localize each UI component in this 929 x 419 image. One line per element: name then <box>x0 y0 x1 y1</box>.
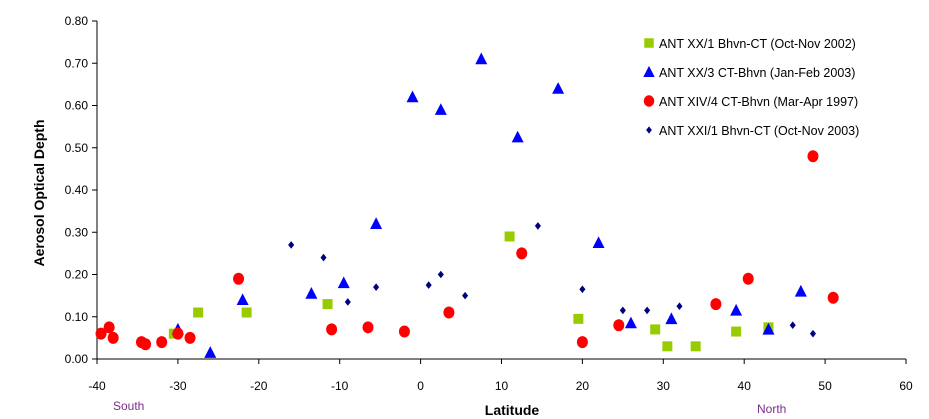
legend-label-4: ANT XXI/1 Bhvn-CT (Oct-Nov 2003) <box>659 124 859 138</box>
diamond-point <box>676 302 683 310</box>
x-tick-label: 20 <box>576 379 590 393</box>
x-tick-label: -10 <box>331 379 349 393</box>
data-points <box>95 52 839 358</box>
triangle-point <box>794 284 807 297</box>
triangle-point <box>475 52 488 65</box>
diamond-point <box>644 306 651 315</box>
diamond-point <box>344 298 351 306</box>
diamond-point <box>579 285 586 294</box>
circle-point <box>233 272 245 285</box>
y-tick-label: 0.70 <box>65 56 89 70</box>
triangle-point <box>337 276 350 289</box>
triangle-point <box>552 82 565 94</box>
diamond-point <box>373 283 380 291</box>
x-tick-label: -40 <box>88 379 106 393</box>
circle-point <box>172 327 184 340</box>
y-tick-label: 0.30 <box>65 225 89 239</box>
triangle-point <box>434 103 447 115</box>
y-axis-title: Aerosol Optical Depth <box>31 119 47 266</box>
diamond-point <box>789 321 796 329</box>
square-point <box>193 307 204 318</box>
y-tick-label: 0.10 <box>65 310 89 324</box>
series-3 <box>95 150 839 351</box>
circle-point <box>827 291 839 304</box>
y-tick-label: 0.40 <box>65 183 89 197</box>
circle-point <box>184 331 196 344</box>
diamond-point <box>534 222 541 230</box>
triangle-point <box>236 293 249 306</box>
diamond-point <box>320 253 327 262</box>
circle-point <box>516 247 528 260</box>
circle-point <box>362 321 374 334</box>
diamond-point <box>437 270 444 279</box>
square-point <box>573 313 584 324</box>
triangle-point <box>762 322 775 335</box>
x-tick-label: 60 <box>899 379 913 393</box>
x-tick-label: -20 <box>250 379 268 393</box>
x-tick-label: 30 <box>657 379 671 393</box>
triangle-point <box>592 236 605 249</box>
circle-point <box>613 319 625 332</box>
x-tick-label: 10 <box>495 379 509 393</box>
triangle-point <box>406 90 419 103</box>
triangle-point <box>305 287 318 299</box>
diamond-point <box>425 281 432 289</box>
square-point <box>650 324 661 335</box>
triangle-point <box>511 130 524 143</box>
square-point <box>662 341 673 352</box>
triangle-point <box>204 346 217 358</box>
y-axis: 0.00 0.10 0.20 0.30 0.40 0.50 0.60 0.70 0.80 <box>65 14 98 366</box>
diamond-point <box>288 241 295 249</box>
y-tick-label: 0.00 <box>65 352 89 366</box>
circle-point <box>107 331 119 344</box>
south-label: South <box>113 399 144 413</box>
square-point <box>690 341 701 352</box>
square-point <box>241 307 252 318</box>
x-tick-label: 50 <box>818 379 832 393</box>
legend: ANT XX/1 Bhvn-CT (Oct-Nov 2002) ANT XX/3 … <box>643 37 859 138</box>
diamond-point <box>809 329 817 338</box>
circle-point <box>140 338 152 351</box>
triangle-point <box>730 303 743 316</box>
x-axis-title: Latitude <box>485 402 540 418</box>
legend-label-1: ANT XX/1 Bhvn-CT (Oct-Nov 2002) <box>659 37 856 51</box>
circle-point <box>326 323 338 336</box>
circle-point <box>156 336 168 349</box>
y-tick-label: 0.80 <box>65 14 89 28</box>
circle-point <box>807 150 819 163</box>
circle-point <box>576 336 588 349</box>
y-tick-label: 0.20 <box>65 268 89 282</box>
series-4 <box>288 222 817 338</box>
diamond-point <box>619 306 626 315</box>
circle-point <box>95 327 107 340</box>
square-point <box>504 231 515 242</box>
circle-point <box>443 306 455 319</box>
x-tick-label: -30 <box>169 379 187 393</box>
triangle-point <box>370 217 383 229</box>
legend-marker-4 <box>646 126 652 134</box>
north-label: North <box>757 402 786 416</box>
series-1 <box>168 231 774 352</box>
circle-point <box>398 325 410 338</box>
legend-label-3: ANT XIV/4 CT-Bhvn (Mar-Apr 1997) <box>659 95 858 109</box>
triangle-point <box>665 312 678 325</box>
triangle-point <box>624 316 637 329</box>
x-tick-label: 0 <box>417 379 424 393</box>
diamond-point <box>462 291 469 300</box>
circle-point <box>742 272 754 285</box>
legend-marker-3 <box>643 95 655 107</box>
circle-point <box>710 298 722 311</box>
square-point <box>322 299 333 310</box>
legend-marker-2 <box>643 65 655 77</box>
square-point <box>731 326 742 337</box>
legend-label-2: ANT XX/3 CT-Bhvn (Jan-Feb 2003) <box>659 66 855 80</box>
circle-point <box>103 321 115 334</box>
y-tick-label: 0.60 <box>65 99 89 113</box>
x-tick-label: 40 <box>738 379 752 393</box>
legend-marker-1 <box>644 38 654 48</box>
y-tick-label: 0.50 <box>65 141 89 155</box>
x-axis: -40 -30 -20 -10 0 10 20 30 40 50 60 <box>88 358 913 393</box>
